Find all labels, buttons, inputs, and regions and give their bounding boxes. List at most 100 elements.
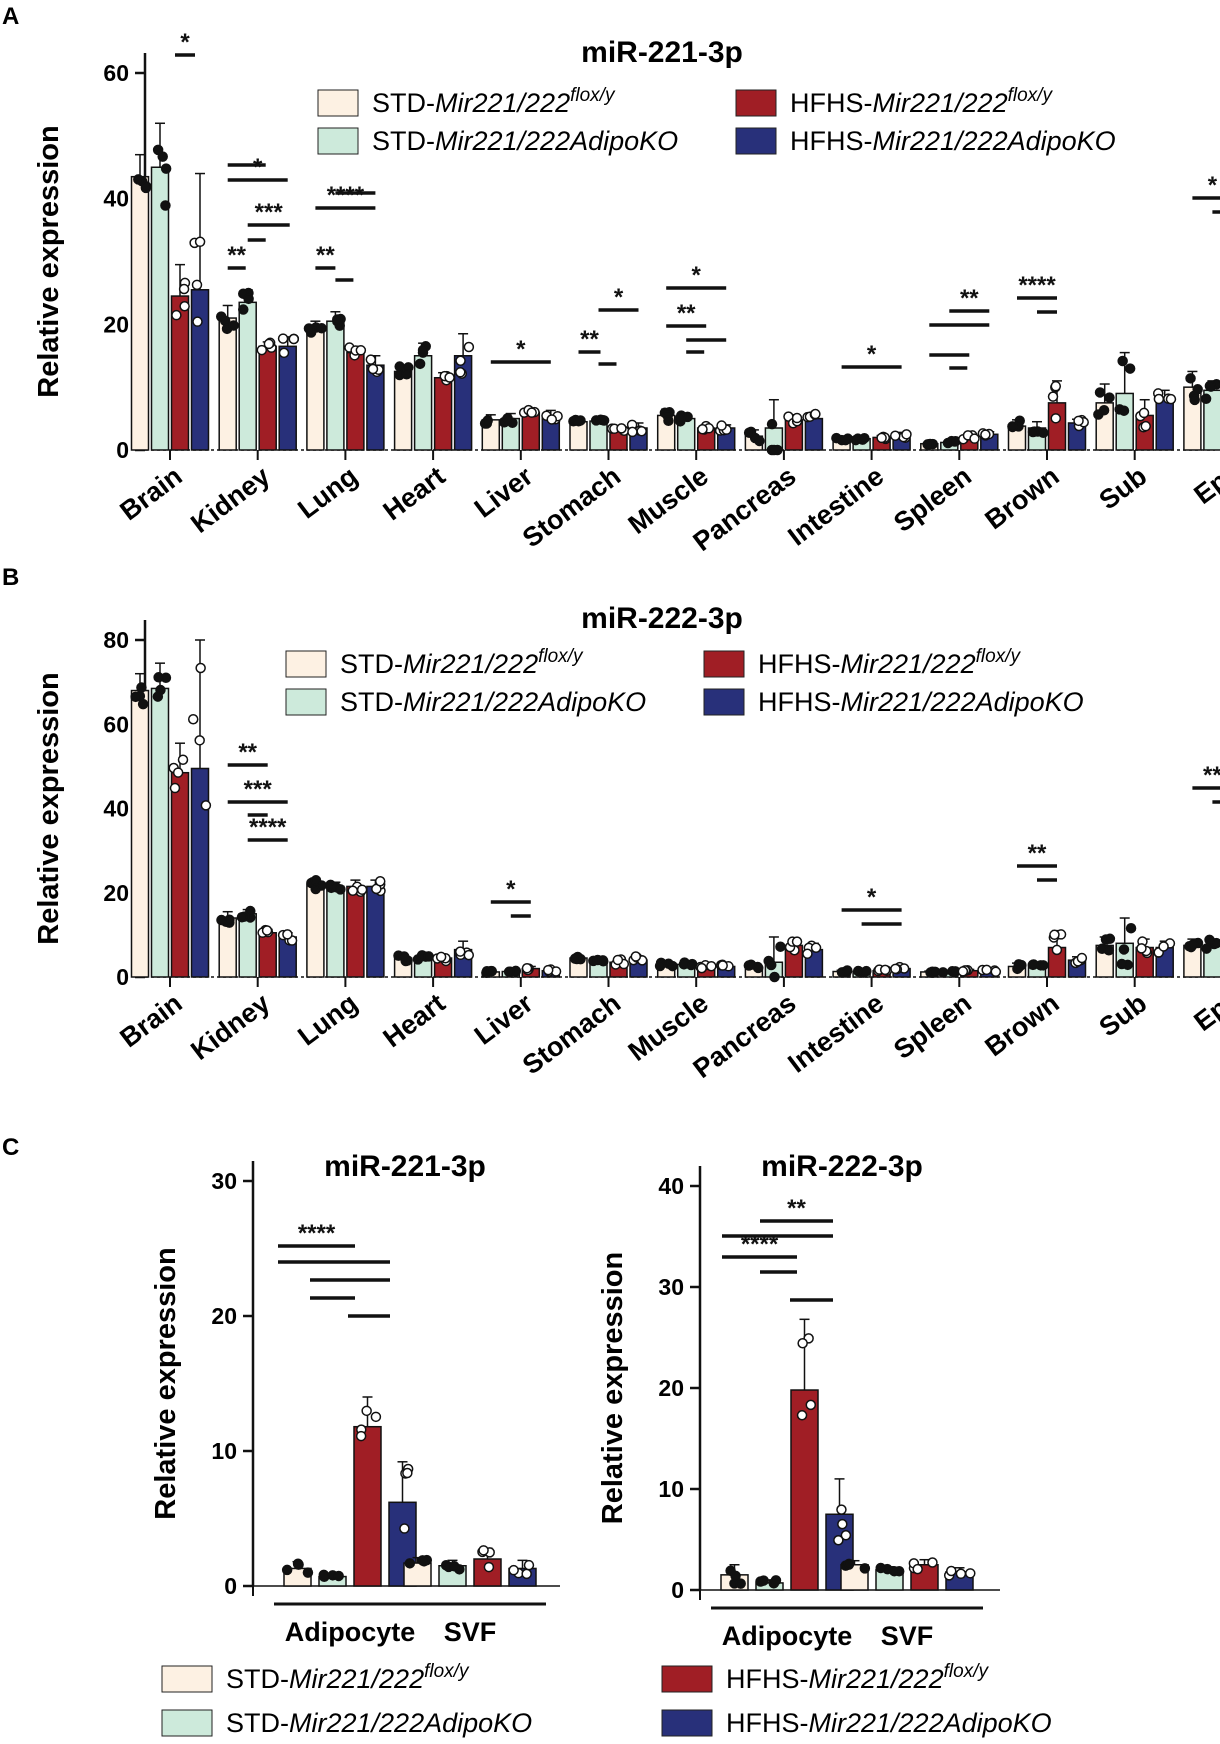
data-point	[455, 367, 466, 378]
legend-prefix: STD-	[340, 687, 403, 717]
data-point	[569, 953, 581, 964]
x-tick-label: Kidney	[185, 988, 275, 1066]
data-point	[200, 800, 212, 811]
data-point	[1094, 387, 1106, 398]
data-point	[502, 413, 513, 424]
chart-c-2: miR-221-3p 0 10 20 30 Relative expression Adip…	[150, 1150, 560, 1647]
legend-gene: Mir221/222	[289, 1664, 424, 1694]
data-point	[1118, 405, 1130, 416]
data-point	[302, 1567, 314, 1578]
data-point	[194, 735, 205, 746]
data-point	[1117, 355, 1128, 367]
data-point	[1012, 963, 1023, 975]
bar	[346, 885, 365, 978]
bar	[130, 689, 150, 978]
data-point	[1076, 952, 1088, 964]
x-tick-label: Heart	[378, 988, 451, 1054]
data-point	[435, 951, 447, 963]
x-tick-label: Liver	[469, 988, 539, 1051]
data-point	[521, 1568, 532, 1580]
significance-label: ****	[1018, 272, 1056, 299]
legend-prefix: STD-	[226, 1664, 289, 1694]
data-point	[1136, 943, 1147, 954]
data-point	[486, 965, 498, 977]
data-point	[482, 415, 493, 426]
data-point	[573, 415, 584, 427]
bar	[1115, 392, 1134, 451]
data-point	[805, 1399, 817, 1411]
data-point	[843, 1558, 855, 1570]
y-tick-label: 30	[211, 1168, 237, 1194]
data-point	[355, 1430, 367, 1442]
x-tick-label: Adipocyte	[722, 1621, 853, 1651]
y-tick-label: 20	[103, 880, 129, 906]
legend-prefix: HFHS-	[790, 88, 873, 118]
significance-label: *	[692, 262, 702, 289]
x-tick-label: Stomach	[517, 988, 626, 1081]
data-point	[876, 432, 887, 444]
data-point	[195, 662, 206, 674]
data-point	[521, 962, 533, 974]
legend-gene: Mir221/222AdipoKO	[841, 687, 1084, 717]
data-point	[1027, 426, 1039, 438]
y-tick-label: 40	[658, 1173, 684, 1199]
data-point	[444, 372, 455, 383]
data-point	[370, 1411, 382, 1423]
bar	[258, 932, 277, 978]
y-tick-label: 20	[103, 311, 129, 337]
data-point	[981, 964, 992, 976]
data-point	[949, 436, 961, 447]
data-point	[627, 426, 638, 438]
legend-prefix: HFHS-	[758, 687, 841, 717]
data-point	[332, 314, 343, 325]
data-point	[957, 966, 969, 977]
x-tick-label: Epi	[1188, 461, 1220, 510]
data-point	[179, 301, 190, 312]
bar	[130, 175, 150, 451]
legend-swatch	[285, 688, 327, 716]
legend-gene: Mir221/222AdipoKO	[435, 126, 678, 156]
data-point	[955, 1568, 967, 1580]
data-point	[455, 355, 466, 366]
y-tick-label: 20	[211, 1303, 237, 1329]
data-point	[716, 420, 727, 431]
legend-label: STD-Mir221/222AdipoKO	[226, 1708, 532, 1738]
x-tick-label: Intestine	[782, 988, 889, 1079]
legend-prefix: HFHS-	[790, 126, 873, 156]
legend-item: STD-Mir221/222AdipoKO	[285, 687, 646, 717]
data-point	[697, 423, 708, 435]
data-point	[356, 884, 368, 895]
data-point	[840, 1529, 852, 1541]
data-point	[418, 1556, 430, 1567]
y-tick-label: 0	[224, 1573, 237, 1599]
data-point	[797, 1338, 808, 1349]
data-point	[423, 951, 434, 962]
data-point	[842, 965, 853, 976]
significance-label: **	[677, 300, 696, 327]
bar	[1155, 398, 1174, 451]
bar	[326, 885, 345, 978]
legend-swatch	[285, 650, 327, 678]
bar	[366, 885, 385, 978]
data-point	[236, 911, 248, 923]
data-point	[1185, 373, 1196, 384]
bar	[306, 326, 325, 451]
data-point	[365, 354, 377, 365]
x-tick-label: Heart	[378, 461, 451, 527]
data-point	[172, 767, 184, 778]
bar	[521, 411, 541, 451]
data-point	[404, 1558, 416, 1569]
y-tick-label: 0	[116, 964, 129, 990]
data-point	[503, 966, 515, 978]
legend-swatch	[703, 650, 745, 678]
data-point	[791, 412, 803, 424]
significance-label: **	[580, 326, 599, 353]
legend-prefix: HFHS-	[726, 1708, 809, 1738]
data-point	[1187, 939, 1199, 950]
data-point	[277, 333, 289, 344]
data-point	[901, 429, 912, 440]
significance-label: **	[1028, 840, 1047, 867]
data-point	[1073, 415, 1084, 427]
data-point	[1165, 393, 1177, 405]
